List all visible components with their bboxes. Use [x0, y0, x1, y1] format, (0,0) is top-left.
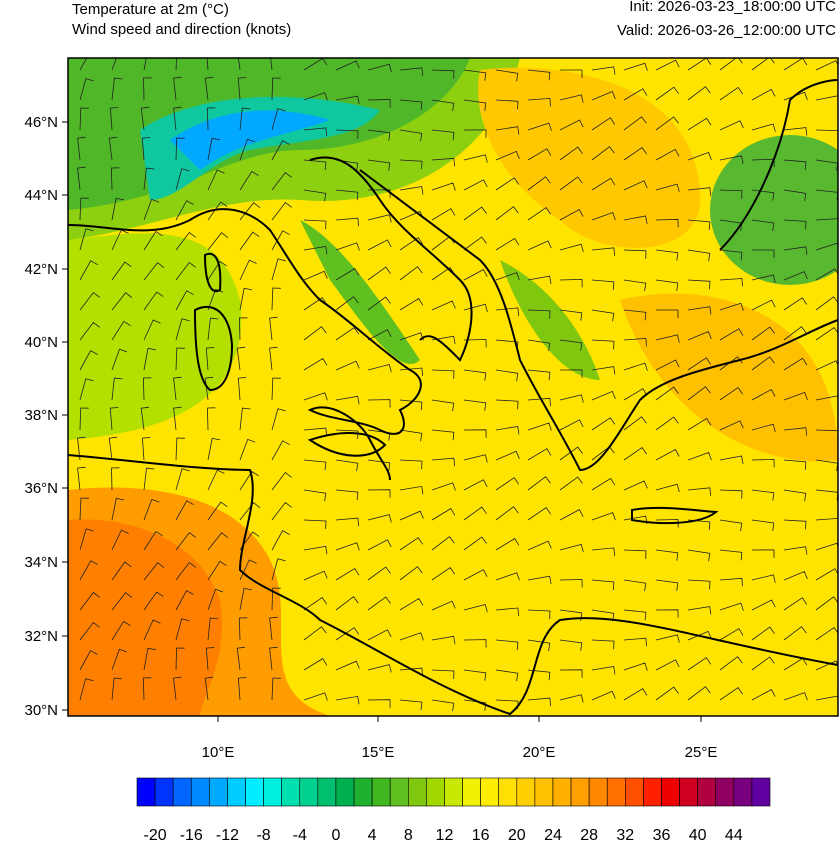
colorbar-label: 12: [436, 827, 454, 841]
colorbar-box: [136, 777, 156, 807]
colorbar-box: [625, 777, 644, 807]
colorbar-box: [245, 777, 264, 807]
colorbar-label: 44: [725, 827, 743, 841]
colorbar-label: 8: [404, 827, 413, 841]
lat-label: 44°N: [24, 187, 58, 204]
colorbar-box: [588, 777, 608, 807]
colorbar-label: 0: [331, 827, 340, 841]
colorbar-box: [751, 777, 771, 807]
colorbar-box: [661, 777, 680, 807]
lat-label: 38°N: [24, 407, 58, 424]
lon-label: 20°E: [523, 744, 556, 761]
colorbar-box: [281, 777, 301, 807]
colorbar-label: -20: [144, 827, 167, 841]
init-time: Init: 2026-03-23_18:00:00 UTC: [629, 0, 836, 15]
lat-label: 34°N: [24, 554, 58, 571]
lat-label: 32°N: [24, 628, 58, 645]
colorbar-label: 4: [368, 827, 377, 841]
barb-set: [77, 58, 838, 712]
colorbar-label: -12: [216, 827, 239, 841]
lat-label: 36°N: [24, 480, 58, 497]
colorbar-box: [263, 777, 282, 807]
colorbar-box: [679, 777, 698, 807]
colorbar-box: [299, 777, 319, 807]
colorbar-label: 36: [653, 827, 671, 841]
lat-label: 46°N: [24, 114, 58, 131]
lat-label: 30°N: [24, 702, 58, 719]
colorbar-box: [444, 777, 463, 807]
colorbar-label: -8: [256, 827, 270, 841]
colorbar-box: [715, 777, 735, 807]
colorbar-box: [733, 777, 753, 807]
colorbar-box: [697, 777, 717, 807]
colorbar-box: [154, 777, 174, 807]
colorbar-box: [209, 777, 228, 807]
lon-label: 25°E: [685, 744, 718, 761]
valid-time: Valid: 2026-03-26_12:00:00 UTC: [617, 22, 836, 39]
colorbar-box: [516, 777, 536, 807]
colorbar-box: [498, 777, 518, 807]
colorbar-box: [389, 777, 409, 807]
title-line2: Wind speed and direction (knots): [72, 21, 291, 38]
colorbar-box: [190, 777, 210, 807]
colorbar-label: 20: [508, 827, 526, 841]
lon-label: 15°E: [362, 744, 395, 761]
colorbar-label: 40: [689, 827, 707, 841]
lat-label: 42°N: [24, 261, 58, 278]
coastlines: [68, 79, 838, 716]
colorbar-box: [552, 777, 572, 807]
colorbar-box: [371, 777, 391, 807]
colorbar-box: [335, 777, 355, 807]
colorbar-box: [462, 777, 481, 807]
colorbar-label: -4: [293, 827, 307, 841]
colorbar-box: [407, 777, 427, 807]
colorbar-label: 28: [580, 827, 598, 841]
colorbar-label: 32: [616, 827, 634, 841]
colorbar-box: [480, 777, 500, 807]
colorbar-box: [606, 777, 626, 807]
colorbar-box: [534, 777, 554, 807]
title-line1: Temperature at 2m (°C): [72, 1, 229, 18]
wind-barbs: [77, 58, 838, 712]
lat-label: 40°N: [24, 334, 58, 351]
temperature-field: [68, 58, 838, 716]
colorbar-label: 24: [544, 827, 562, 841]
colorbar-box: [643, 777, 662, 807]
colorbar-box: [426, 777, 445, 807]
colorbar-box: [172, 777, 192, 807]
colorbar-box: [353, 777, 373, 807]
colorbar-label: 16: [472, 827, 490, 841]
lon-label: 10°E: [202, 744, 235, 761]
colorbar-box: [227, 777, 246, 807]
colorbar-label: -16: [180, 827, 203, 841]
map-frame: [67, 57, 839, 717]
colorbar-box: [570, 777, 590, 807]
colorbar-box: [317, 777, 337, 807]
